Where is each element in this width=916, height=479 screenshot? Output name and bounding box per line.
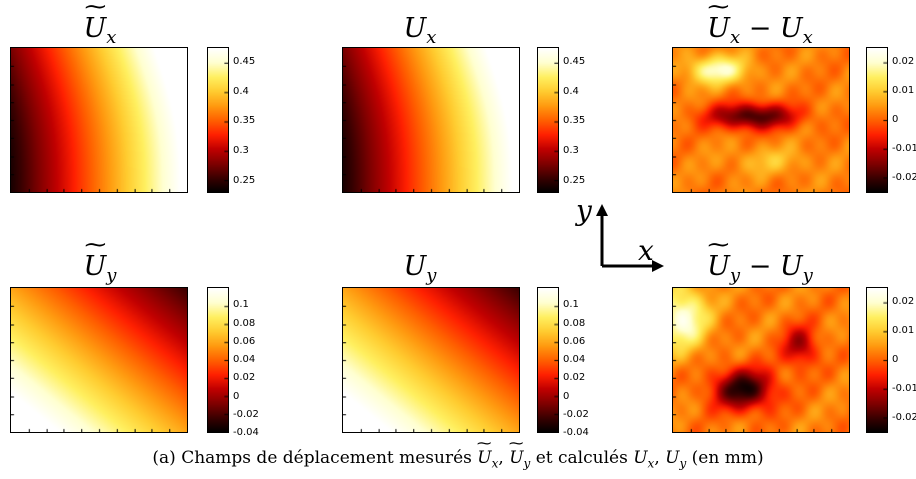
colorbar-tick-label: -0.02 xyxy=(892,412,916,424)
colorbar-tick-label: -0.02 xyxy=(563,408,589,420)
title-uy-computed: Uy xyxy=(403,251,437,287)
colorbar-tick-label: 0.35 xyxy=(233,115,256,127)
colorbar-tick-label: 0.25 xyxy=(563,175,586,187)
colorbar-tick-label: 0 xyxy=(233,390,240,402)
heatmap-uy-computed xyxy=(342,287,520,433)
colorbar-tick-label: 0.06 xyxy=(233,335,256,347)
title-ux-difference: Ux − Ux xyxy=(630,14,890,53)
colorbar-tick-label: 0.02 xyxy=(892,55,915,67)
heatmap-ux-computed xyxy=(342,47,520,193)
colorbar-tick-label: -0.04 xyxy=(563,427,589,438)
title-uy-difference: Uy − Uy xyxy=(630,252,890,291)
colorbar-tick-label: 0.3 xyxy=(233,145,249,157)
colorbar-tick-label: 0.01 xyxy=(892,84,915,96)
colorbar-tick-label: -0.04 xyxy=(233,427,259,438)
colorbar-ux-measured xyxy=(207,47,229,193)
colorbar-tick-label: 0.04 xyxy=(563,354,586,365)
colorbar-tick-label: 0 xyxy=(892,114,899,125)
colorbar-tick-label: 0.04 xyxy=(233,354,256,365)
colorbar-tick-label: -0.02 xyxy=(233,408,259,420)
title-ux-computed: Ux xyxy=(403,13,437,49)
colorbar-tick-label: 0.25 xyxy=(233,175,256,187)
colorbar-tick-label: 0.1 xyxy=(563,299,579,311)
colorbar-tick-label: 0.3 xyxy=(563,145,579,157)
axis-arrows-icon xyxy=(596,204,664,272)
colorbar-tick-label: 0.1 xyxy=(233,299,249,311)
heatmap-ux-difference xyxy=(672,47,850,193)
colorbar-uy-measured xyxy=(207,287,229,433)
colorbar-tick-label: -0.01 xyxy=(892,383,916,395)
colorbar-tick-label: 0.4 xyxy=(563,85,579,97)
colorbar-tick-label: -0.02 xyxy=(892,172,916,184)
axis-y-label: y xyxy=(576,194,592,227)
colorbar-ux-computed xyxy=(537,47,559,193)
heatmap-uy-measured xyxy=(10,287,188,433)
colorbar-uy-computed xyxy=(537,287,559,433)
colorbar-tick-label: 0.08 xyxy=(233,317,256,329)
colorbar-ux-difference xyxy=(866,47,888,193)
axis-x-label: x xyxy=(638,234,654,267)
colorbar-tick-label: 0.45 xyxy=(233,55,256,67)
heatmap-uy-difference xyxy=(672,287,850,433)
figure-caption: (a) Champs de déplacement mesurés Ux, Uy… xyxy=(0,448,916,470)
colorbar-tick-label: 0.06 xyxy=(563,335,586,347)
axis-indicator: y x xyxy=(560,194,670,280)
colorbar-tick-label: 0.02 xyxy=(563,372,586,384)
colorbar-tick-label: 0.02 xyxy=(892,295,915,307)
colorbar-tick-label: 0.35 xyxy=(563,115,586,127)
heatmap-ux-measured xyxy=(10,47,188,193)
title-ux-measured: Ux xyxy=(0,14,230,53)
colorbar-uy-difference xyxy=(866,287,888,433)
colorbar-tick-label: 0.02 xyxy=(233,372,256,384)
colorbar-tick-label: 0 xyxy=(892,354,899,365)
colorbar-tick-label: 0 xyxy=(563,390,570,402)
colorbar-tick-label: 0.4 xyxy=(233,85,249,97)
colorbar-tick-label: 0.08 xyxy=(563,317,586,329)
colorbar-tick-label: 0.45 xyxy=(563,55,586,67)
colorbar-tick-label: -0.01 xyxy=(892,143,916,155)
colorbar-tick-label: 0.01 xyxy=(892,324,915,336)
title-uy-measured: Uy xyxy=(0,252,230,291)
